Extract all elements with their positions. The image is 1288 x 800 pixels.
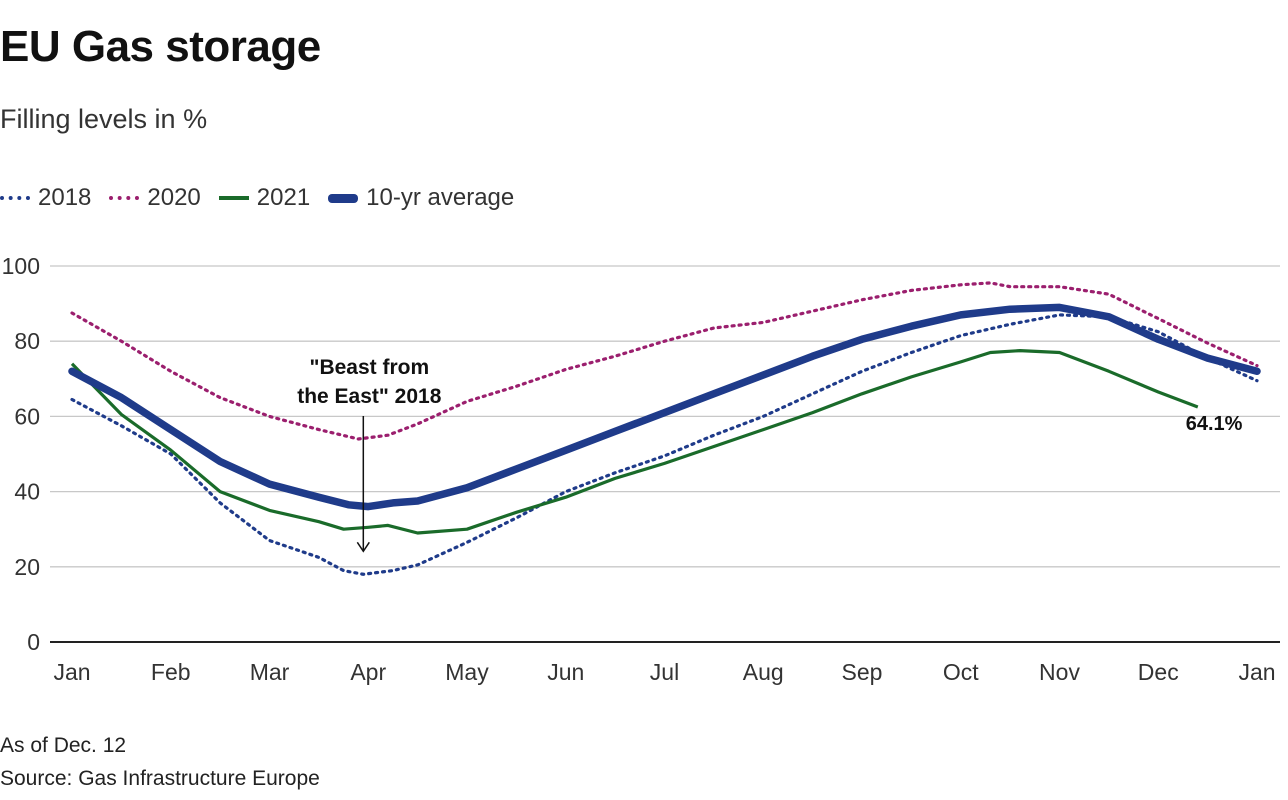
annotation-text-0-0: "Beast from [309,356,429,379]
x-tick-label-1: Feb [151,659,191,685]
legend-swatch-2020 [109,196,140,200]
series-line-2020 [70,281,1259,441]
x-tick-label-0: Jan [53,659,90,685]
x-tick-label-5: Jun [547,659,584,685]
chart-subtitle: Filling levels in % [0,104,208,134]
legend-swatch-2021 [218,196,249,200]
footer-note: As of Dec. 12 [0,734,127,757]
legend-swatch-10yr-average [328,193,359,203]
x-tick-label-9: Oct [943,659,979,685]
x-tick-label-4: May [445,659,489,685]
legend: 2018 2020 2021 10-yr average [0,184,532,212]
x-tick-label-8: Sep [842,659,883,685]
series-line-2018 [70,313,1259,576]
y-tick-label-20: 20 [14,554,40,580]
annotation-arrow-head-0 [356,541,370,553]
footer-source: Source: Gas Infrastructure Europe [0,767,320,790]
legend-item-2021: 2021 [218,184,311,212]
y-tick-label-0: 0 [27,629,40,655]
annotation-text-0-1: the East" 2018 [297,385,442,408]
legend-swatch-2018 [0,196,30,200]
legend-label-2021: 2021 [256,184,311,211]
legend-item-10yr-average: 10-yr average [328,184,514,212]
y-tick-label-40: 40 [14,479,40,505]
series-line-10-yr-average [68,303,1261,511]
x-tick-label-7: Aug [743,659,784,685]
x-tick-label-12: Jan [1238,659,1275,685]
y-tick-label-100: 100 [2,253,40,279]
x-tick-label-10: Nov [1039,659,1080,685]
y-tick-label-60: 60 [14,403,40,429]
end-value-label-2021: 64.1% [1186,413,1243,435]
y-tick-label-80: 80 [14,328,40,354]
x-tick-label-2: Mar [250,659,290,685]
x-tick-label-3: Apr [350,659,386,685]
legend-label-2018: 2018 [38,184,92,211]
x-tick-label-6: Jul [650,659,679,685]
line-chart: 0 20 40 60 80 100 Jan Feb Mar Apr May Jun Jul Aug Sep O… [2,253,1280,685]
x-tick-label-11: Dec [1138,659,1179,685]
legend-item-2018: 2018 [0,184,91,212]
legend-item-2020: 2020 [109,184,201,212]
series-line-2021 [70,348,1199,535]
legend-label-2020: 2020 [147,184,201,211]
chart-title: EU Gas storage [0,22,321,71]
legend-label-10yr-average: 10-yr average [366,184,515,211]
